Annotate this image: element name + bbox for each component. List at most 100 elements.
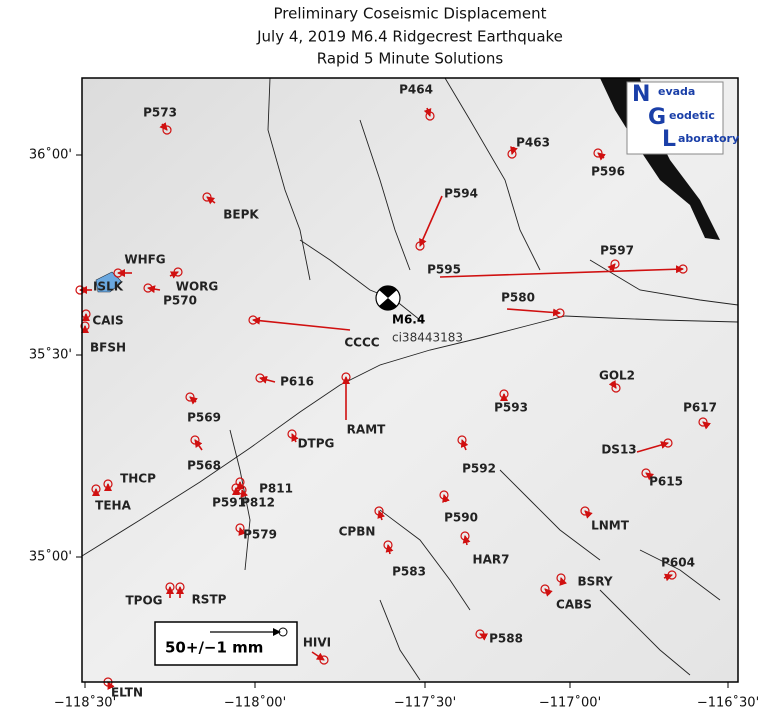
logo-text: evada	[658, 85, 695, 98]
logo: N evada G eodetic L aboratory	[626, 81, 739, 155]
error-ellipse	[425, 111, 435, 121]
station-label: BEPK	[223, 208, 259, 222]
displacement-vector	[194, 439, 203, 451]
station-label: P463	[516, 136, 550, 150]
error-ellipse	[165, 582, 175, 592]
displacement-vector	[544, 588, 553, 597]
displacement-vector	[460, 439, 469, 451]
lake	[95, 271, 123, 293]
logo-initial: G	[648, 105, 666, 130]
station-label: P569	[187, 411, 221, 425]
station: CABS	[540, 584, 592, 612]
station-label: DTPG	[298, 437, 335, 451]
y-tick-label: 35˚30'	[29, 347, 72, 363]
scale-legend: 50+/−1 mm	[154, 621, 298, 666]
station-label: P595	[427, 263, 461, 277]
station-label: RSTP	[192, 593, 227, 607]
event-id: ci38443183	[392, 331, 463, 345]
station: P568	[187, 435, 221, 473]
station-label: P594	[444, 187, 478, 201]
error-ellipse	[80, 321, 90, 331]
station: P597	[600, 244, 634, 272]
logo-text: eodetic	[669, 109, 715, 122]
error-ellipse	[555, 308, 565, 318]
displacement-vector	[252, 316, 351, 331]
error-ellipse	[383, 540, 393, 550]
logo-initial: N	[632, 82, 650, 107]
displacement-vector	[559, 577, 568, 586]
station-label: WHFG	[124, 253, 165, 267]
station: DS13	[601, 438, 673, 457]
station-label: P616	[280, 375, 314, 389]
station: P594	[415, 187, 478, 251]
displacement-vector	[147, 285, 161, 294]
station-label: THCP	[120, 472, 156, 486]
fault-line	[299, 239, 421, 321]
focal-mechanism-quadrant	[379, 298, 397, 311]
logo-text: aboratory	[678, 132, 739, 145]
station: P591	[212, 483, 246, 510]
station-label: CAIS	[92, 314, 123, 328]
displacement-vector	[439, 265, 684, 278]
logo-box	[626, 81, 724, 155]
station-label: P591	[212, 496, 246, 510]
station: WORG	[169, 267, 218, 294]
displacement-vector	[584, 510, 593, 519]
displacement-vector	[702, 421, 711, 430]
error-ellipse	[698, 417, 708, 427]
station: P596	[591, 148, 625, 179]
title-line: Preliminary Coseismic Displacement	[273, 5, 546, 23]
station-label: RAMT	[347, 423, 386, 437]
station-label: P573	[143, 106, 177, 120]
station-label: DS13	[601, 443, 636, 457]
displacement-vector	[206, 196, 216, 205]
error-ellipse	[641, 468, 651, 478]
station: BFSH	[80, 321, 126, 355]
station: P463	[507, 136, 550, 159]
event-magnitude: M6.4	[392, 313, 425, 327]
fault-line	[639, 549, 721, 601]
station-label: GOL2	[599, 369, 635, 383]
station: CCCC	[248, 315, 380, 350]
station: TEHA	[91, 484, 132, 513]
error-ellipse	[341, 372, 351, 382]
station-label: P593	[494, 401, 528, 415]
station-label: P604	[661, 556, 695, 570]
station: P615	[641, 468, 683, 489]
title-line: July 4, 2019 M6.4 Ridgecrest Earthquake	[256, 28, 563, 46]
station: P579	[235, 523, 277, 542]
error-ellipse	[75, 285, 85, 295]
error-ellipse	[593, 148, 603, 158]
station-label: BFSH	[90, 341, 126, 355]
y-tick-label: 35˚00'	[29, 549, 72, 565]
station-label: P812	[241, 496, 275, 510]
station: P604	[661, 556, 695, 582]
station-label: TPOG	[125, 594, 162, 608]
station: THCP	[103, 472, 156, 491]
station: HIVI	[303, 636, 331, 665]
fault-line	[359, 119, 411, 271]
station-label: P580	[501, 291, 535, 305]
station: TPOG	[125, 582, 175, 608]
x-tick-label: −117˚00'	[539, 695, 601, 711]
displacement-vector	[462, 535, 471, 546]
error-ellipse	[113, 268, 123, 278]
station: P590	[439, 490, 478, 525]
station: P588	[475, 629, 523, 646]
station-label: P617	[683, 401, 717, 415]
fault-line	[81, 315, 739, 557]
error-ellipse	[580, 506, 590, 516]
x-tick-label: −116˚30'	[697, 695, 759, 711]
station-label: ISLK	[93, 280, 124, 294]
station: P812	[237, 485, 275, 510]
error-ellipse	[611, 383, 621, 393]
displacement-vector	[636, 441, 669, 453]
error-ellipse	[185, 392, 195, 402]
error-ellipse	[610, 259, 620, 269]
station-label: P464	[399, 83, 433, 97]
error-ellipse	[667, 570, 677, 580]
station: BSRY	[556, 573, 613, 589]
fault-line	[379, 509, 471, 611]
station-label: LNMT	[591, 519, 630, 533]
